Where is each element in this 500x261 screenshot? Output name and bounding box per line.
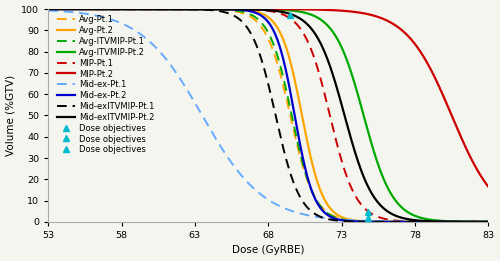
Legend: Avg-Pt.1, Avg-Pt.2, Avg-ITVMIP-Pt.1, Avg-ITVMIP-Pt.2, MIP-Pt.1, MIP-Pt.2, Mid-ex: Avg-Pt.1, Avg-Pt.2, Avg-ITVMIP-Pt.1, Avg… bbox=[56, 15, 154, 154]
X-axis label: Dose (GyRBE): Dose (GyRBE) bbox=[232, 245, 304, 256]
Y-axis label: Volume (%GTV): Volume (%GTV) bbox=[6, 75, 16, 156]
